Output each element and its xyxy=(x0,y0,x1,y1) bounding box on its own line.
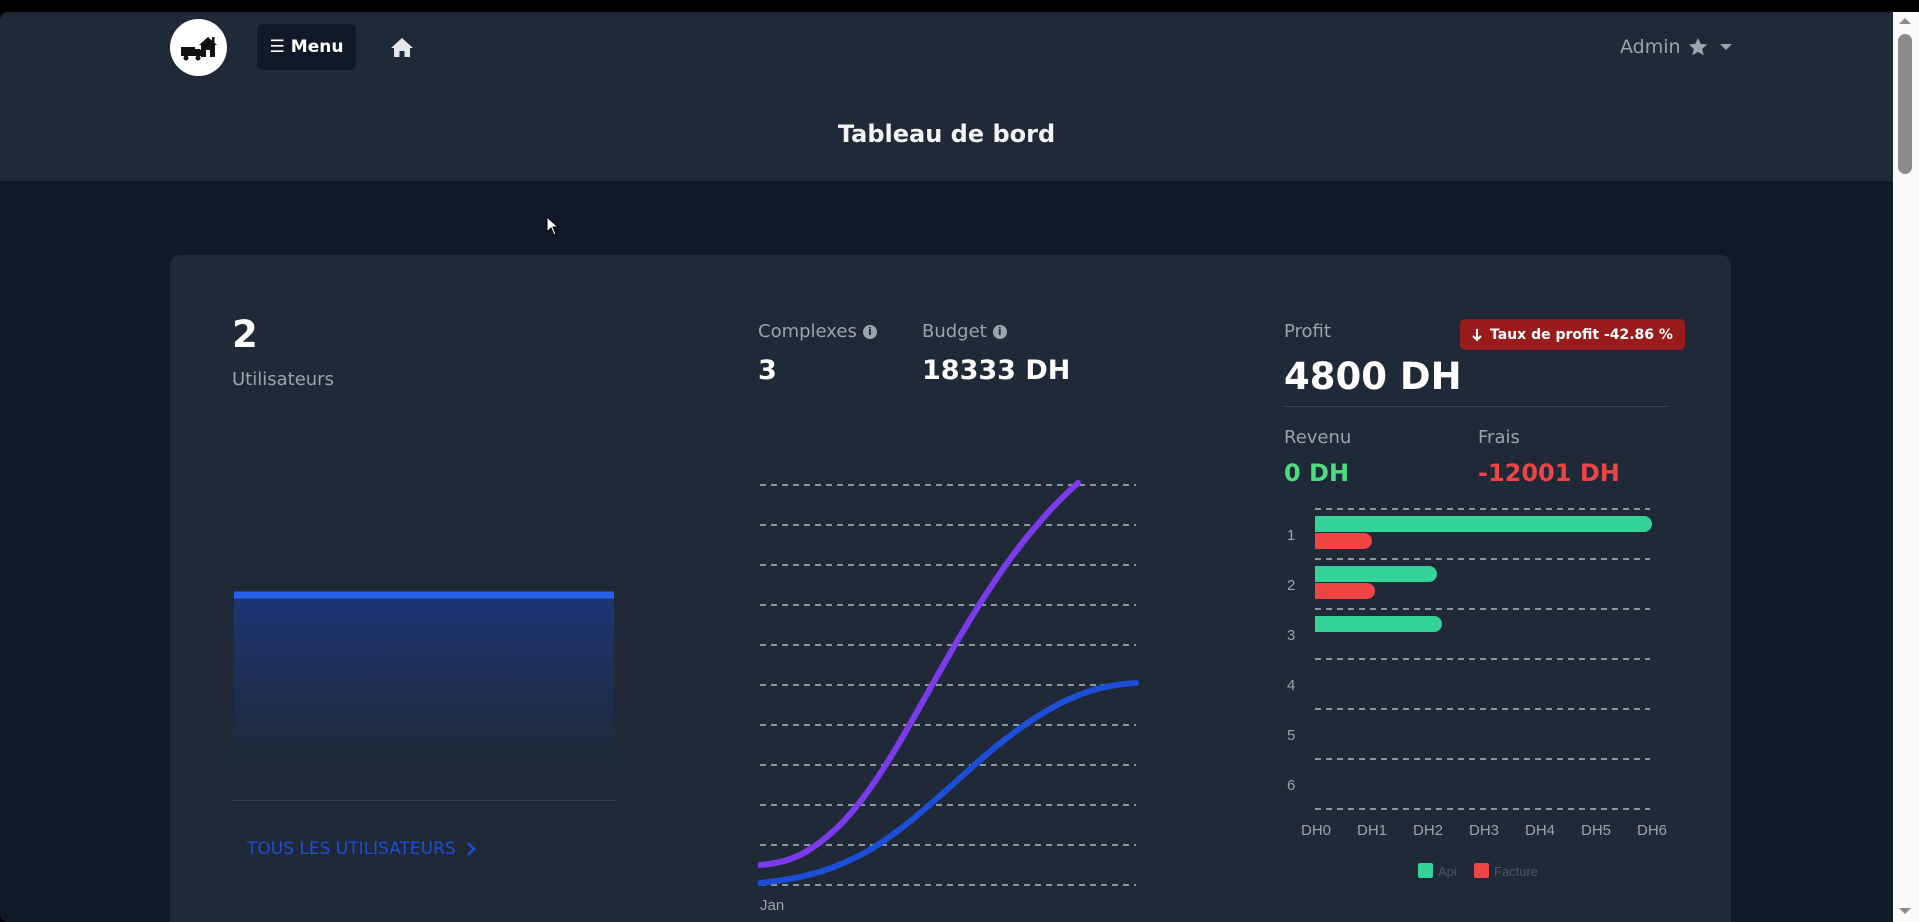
api-bars xyxy=(1315,516,1652,632)
page-scrollbar[interactable] xyxy=(1893,12,1919,922)
facture-bars xyxy=(1315,533,1375,599)
users-area-chart xyxy=(234,591,614,767)
blue-series-line xyxy=(758,680,1139,886)
x-axis-labels: DH0 DH1 DH2 DH3 DH4 DH5 DH6 xyxy=(1301,822,1667,839)
svg-text:5: 5 xyxy=(1287,727,1295,744)
y-axis-labels: 1 2 3 4 5 6 xyxy=(1287,527,1295,794)
logo[interactable] xyxy=(170,19,227,76)
svg-text:2: 2 xyxy=(1287,577,1295,594)
revenu-value: 0 DH xyxy=(1284,459,1350,487)
menu-button[interactable]: ☰ Menu xyxy=(257,24,356,70)
user-name: Admin xyxy=(1620,36,1681,58)
svg-text:4: 4 xyxy=(1287,677,1295,694)
complexes-value: 3 xyxy=(758,355,777,386)
arrow-down-icon xyxy=(1472,328,1482,341)
x-tick-jan: Jan xyxy=(760,897,784,914)
gridlines xyxy=(760,484,1136,886)
main-content: 2 Utilisateurs TOUS LES UTILISATEURS xyxy=(0,181,1893,922)
app-window: ☰ Menu Admin Tableau de bord 2 Utilisate… xyxy=(0,12,1919,922)
svg-text:DH1: DH1 xyxy=(1357,822,1387,839)
star-icon xyxy=(1688,37,1707,56)
profit-rate-badge: Taux de profit -42.86 % xyxy=(1460,319,1685,350)
budget-line-chart: Jan xyxy=(758,480,1139,914)
purple-series-line xyxy=(758,480,1081,868)
complexes-label: Complexes i xyxy=(758,321,877,342)
menu-label: Menu xyxy=(290,37,344,57)
truck-house-icon xyxy=(180,36,217,60)
mouse-cursor-icon xyxy=(546,216,560,236)
scroll-down-icon[interactable] xyxy=(1899,908,1911,914)
caret-down-icon xyxy=(1719,44,1732,50)
profit-value: 4800 DH xyxy=(1284,355,1462,398)
info-icon[interactable]: i xyxy=(992,324,1007,339)
svg-text:DH6: DH6 xyxy=(1637,822,1667,839)
legend-facture-label: Facture xyxy=(1494,864,1538,879)
page-title: Tableau de bord xyxy=(837,120,1056,148)
legend-api-label: Api xyxy=(1438,864,1457,879)
svg-text:3: 3 xyxy=(1287,627,1295,644)
users-count: 2 xyxy=(232,313,258,356)
legend-facture-swatch xyxy=(1474,863,1489,878)
home-icon xyxy=(391,38,413,57)
legend-api-swatch xyxy=(1418,863,1433,878)
svg-text:6: 6 xyxy=(1287,777,1295,794)
profit-bar-chart: 1 2 3 4 5 6 DH0 DH1 xyxy=(1287,508,1667,879)
top-navbar: ☰ Menu Admin Tableau de bord xyxy=(0,12,1893,181)
users-label: Utilisateurs xyxy=(232,369,334,390)
gridlines xyxy=(1315,508,1650,810)
all-users-label: TOUS LES UTILISATEURS xyxy=(247,839,456,859)
chevron-right-icon xyxy=(466,842,476,856)
frais-label: Frais xyxy=(1478,427,1520,448)
home-button[interactable] xyxy=(389,34,415,60)
budget-value: 18333 DH xyxy=(922,355,1071,386)
svg-text:DH3: DH3 xyxy=(1469,822,1499,839)
svg-text:DH5: DH5 xyxy=(1581,822,1611,839)
svg-text:1: 1 xyxy=(1287,527,1295,544)
user-menu[interactable]: Admin xyxy=(1620,32,1733,62)
scroll-thumb[interactable] xyxy=(1898,34,1912,174)
profit-label: Profit xyxy=(1284,321,1331,342)
dashboard-card: 2 Utilisateurs TOUS LES UTILISATEURS xyxy=(170,255,1731,922)
profit-divider xyxy=(1284,406,1668,407)
users-divider xyxy=(232,800,616,801)
svg-text:DH4: DH4 xyxy=(1525,822,1555,839)
revenu-label: Revenu xyxy=(1284,427,1352,448)
svg-text:DH0: DH0 xyxy=(1301,822,1331,839)
svg-text:DH2: DH2 xyxy=(1413,822,1443,839)
budget-label: Budget i xyxy=(922,321,1007,342)
all-users-link[interactable]: TOUS LES UTILISATEURS xyxy=(247,839,476,859)
legend: Api Facture xyxy=(1418,863,1538,879)
scroll-up-icon[interactable] xyxy=(1899,18,1911,24)
frais-value: -12001 DH xyxy=(1478,459,1620,487)
hamburger-icon: ☰ xyxy=(269,37,285,57)
info-icon[interactable]: i xyxy=(862,324,877,339)
